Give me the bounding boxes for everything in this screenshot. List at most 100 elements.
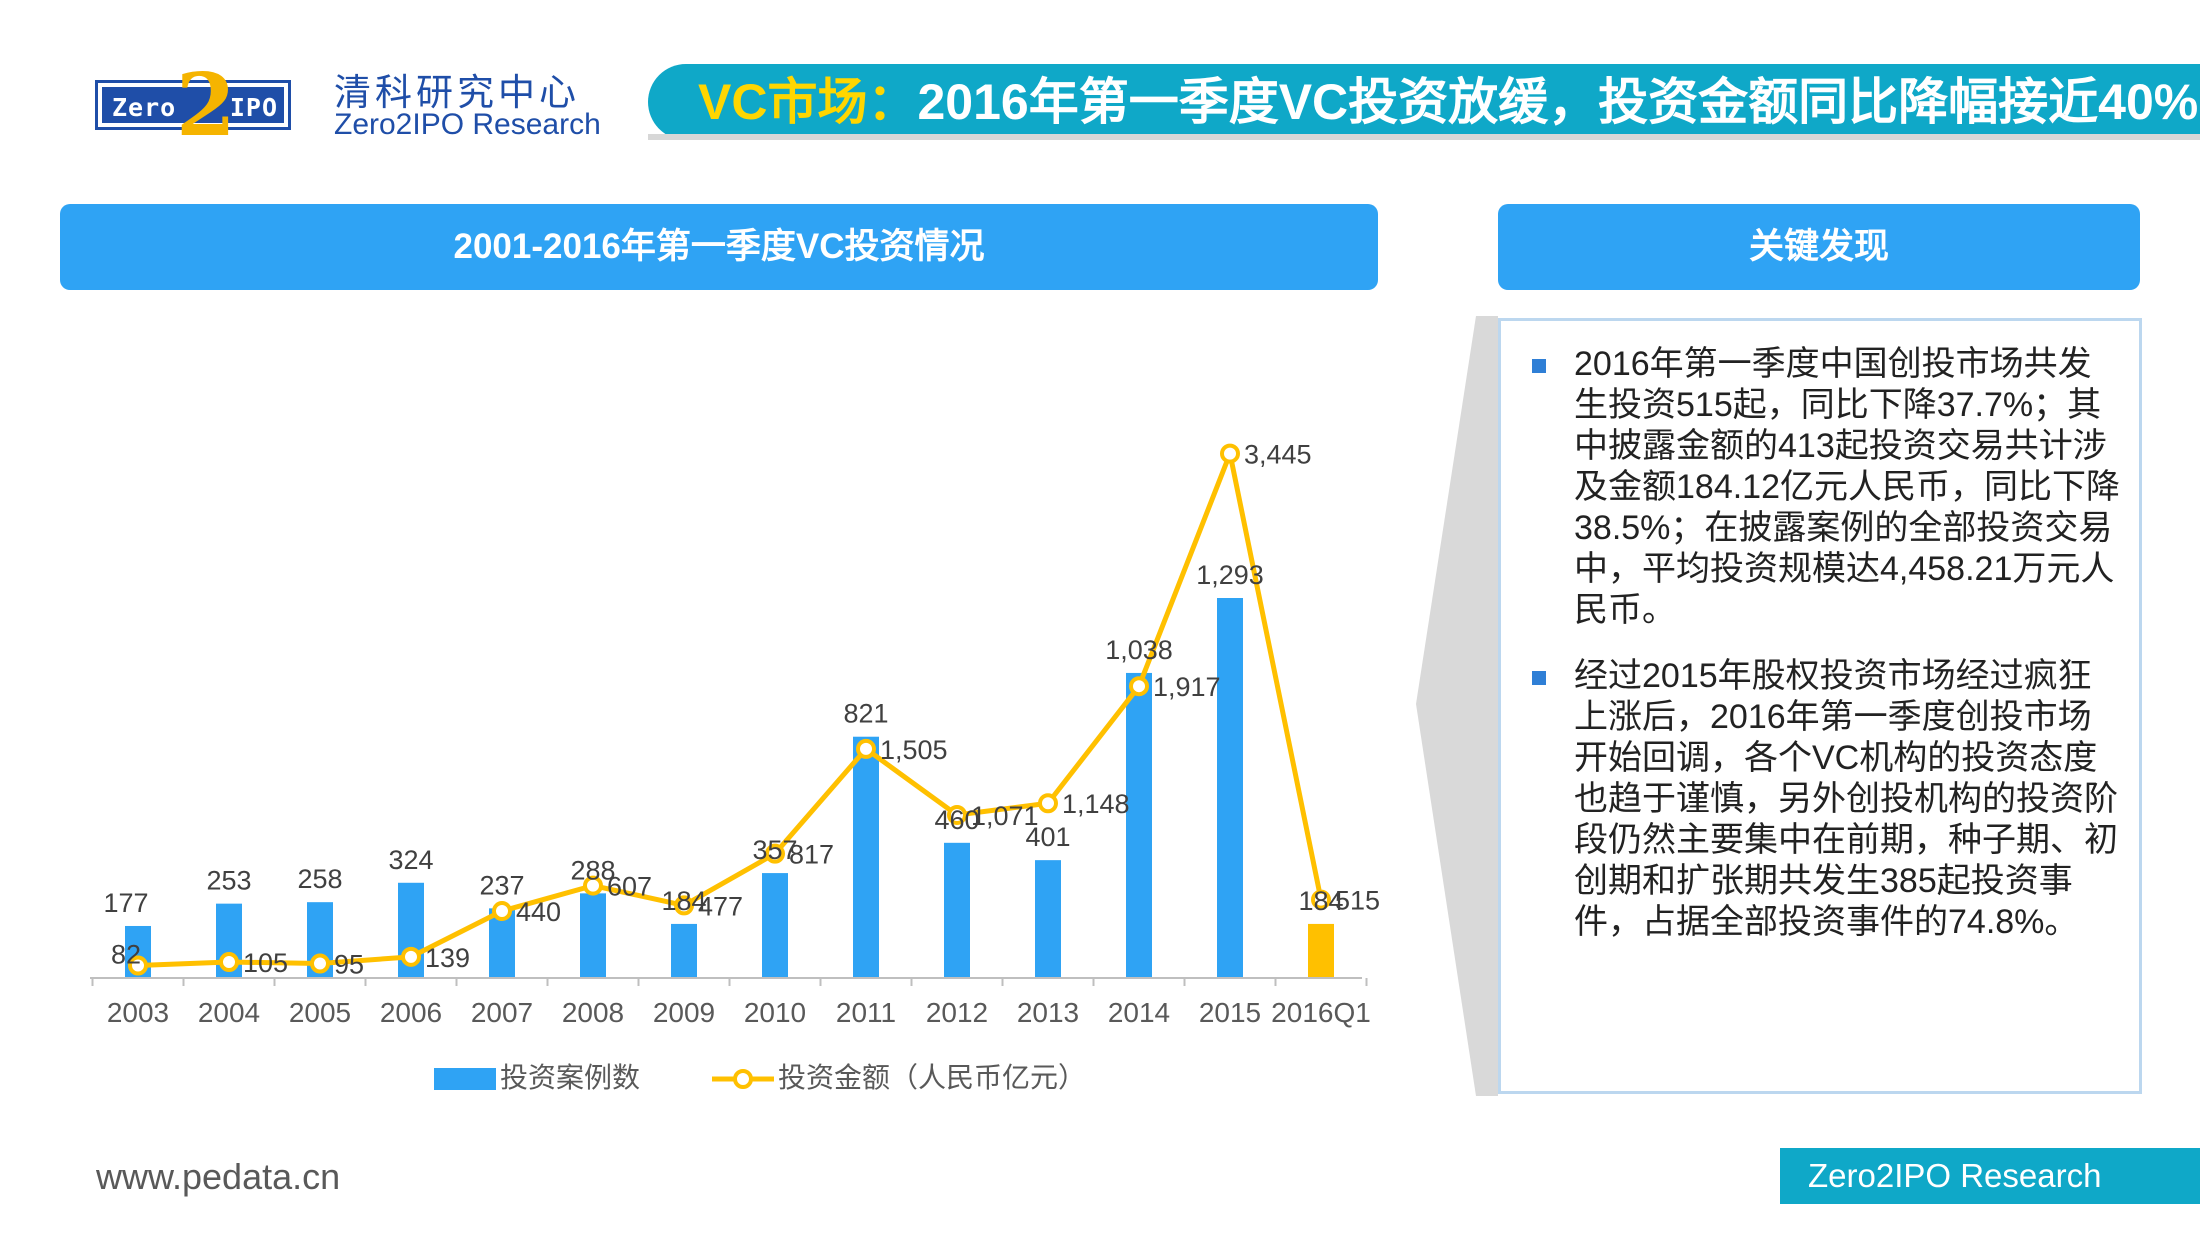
callout-pointer — [1416, 316, 1498, 1096]
bar-2013 — [1035, 860, 1061, 978]
line-value-label: 817 — [789, 840, 834, 870]
line-value-label: 1,071 — [971, 801, 1039, 831]
findings-box — [1498, 318, 2142, 1094]
website-url: www.pedata.cn — [96, 1156, 341, 1197]
bar-value-label: 460 — [934, 805, 979, 835]
bar-value-label: 253 — [206, 866, 251, 896]
logo-text-two: 2 — [176, 55, 236, 156]
amount-point-2009 — [674, 895, 694, 916]
line-value-label: 1,917 — [1153, 672, 1221, 702]
logo-text-ipo: IPO — [229, 93, 278, 122]
vc-investment-chart: 2003 2004 2005 2006 2007 2008 2009 2010 2011 2012… — [60, 310, 1380, 1110]
line-value-label: 515 — [1335, 886, 1380, 916]
amount-line — [137, 451, 1324, 969]
amount-point-2014 — [1129, 676, 1149, 697]
line-value-label: 139 — [425, 943, 470, 973]
line-layer — [128, 443, 1331, 976]
amount-point-2007 — [492, 901, 512, 922]
x-tick-label: 2013 — [1017, 997, 1079, 1028]
bar-value-label: 324 — [388, 845, 433, 875]
bar-value-label: 1,293 — [1196, 560, 1264, 590]
bar-2008 — [580, 893, 606, 978]
amount-point-2005 — [310, 953, 330, 974]
amount-point-2010 — [765, 843, 785, 864]
title-bar-shadow — [648, 134, 2200, 140]
x-tick-label: 2004 — [198, 997, 260, 1028]
amount-point-2013 — [1038, 793, 1058, 814]
amount-point-2008 — [583, 875, 603, 896]
amount-point-2015 — [1220, 443, 1240, 464]
amount-point-2016Q1 — [1311, 889, 1331, 910]
bar-2010 — [762, 873, 788, 978]
x-tick-label: 2012 — [926, 997, 988, 1028]
x-tick-label: 2006 — [380, 997, 442, 1028]
line-value-label: 440 — [516, 897, 561, 927]
line-value-label: 477 — [698, 891, 743, 921]
finding-item: 2016年第一季度中国创投市场共发生投资515起，同比下降37.7%；其中披露金… — [1532, 344, 2122, 631]
bar-value-label: 357 — [752, 835, 797, 865]
bar-value-label: 258 — [297, 864, 342, 894]
x-tick-label: 2003 — [107, 997, 169, 1028]
bullet-icon — [1532, 359, 1546, 373]
amount-point-2006 — [401, 946, 421, 967]
bar-2009 — [671, 923, 697, 978]
bar-value-label: 288 — [570, 855, 615, 885]
page-title-main: 2016年第一季度VC投资放缓，投资金额同比降幅接近40% — [917, 74, 2199, 130]
bar-value-label: 1,038 — [1105, 635, 1173, 665]
amount-point-2012 — [947, 804, 967, 825]
page-title-accent: VC市场： — [698, 74, 918, 130]
line-value-label: 105 — [243, 948, 288, 978]
bar-2011 — [853, 736, 879, 978]
bar-2012 — [944, 842, 970, 978]
bar-2015 — [1217, 598, 1243, 978]
amount-point-2003 — [128, 955, 148, 976]
amount-point-2011 — [856, 738, 876, 759]
title-bar — [648, 64, 2200, 140]
chart-section-heading: 2001-2016年第一季度VC投资情况 — [60, 204, 1378, 290]
org-name-cn: 清科研究中心 — [334, 71, 580, 114]
x-tick-label: 2014 — [1108, 997, 1170, 1028]
x-tick-label: 2011 — [836, 997, 896, 1028]
x-tick-label: 2010 — [744, 997, 806, 1028]
x-tick-label: 2016Q1 — [1271, 997, 1371, 1028]
bar-value-label: 184 — [661, 886, 706, 916]
chart-canvas: 2003 2004 2005 2006 2007 2008 2009 2010 2011 2012… — [90, 440, 1380, 1093]
finding-text: 经过2015年股权投资市场经过疯狂上涨后，2016年第一季度创投市场开始回调，各… — [1574, 657, 2118, 941]
logo-text-zero: Zero — [112, 93, 177, 122]
x-tick-label: 2007 — [471, 997, 533, 1028]
bar-2016Q1 — [1308, 923, 1334, 978]
line-value-label: 1,148 — [1062, 789, 1130, 819]
finding-item: 经过2015年股权投资市场经过疯狂上涨后，2016年第一季度创投市场开始回调，各… — [1532, 656, 2122, 943]
x-tick-label: 2015 — [1199, 997, 1261, 1028]
line-value-label: 82 — [111, 940, 141, 970]
footer-brand: Zero2IPO Research — [1780, 1148, 2200, 1204]
legend-line-label: 投资金额（人民币亿元） — [778, 1062, 1086, 1093]
bullet-icon — [1532, 671, 1546, 685]
page-title: VC市场：2016年第一季度VC投资放缓，投资金额同比降幅接近40% — [698, 70, 2198, 134]
line-value-label: 95 — [334, 950, 364, 980]
findings-section-heading: 关键发现 — [1498, 204, 2140, 290]
amount-point-2004 — [219, 952, 239, 973]
line-value-label: 3,445 — [1244, 440, 1312, 470]
legend-bar-swatch — [434, 1068, 496, 1090]
chart-legend: 投资案例数 投资金额（人民币亿元） — [434, 1062, 1086, 1093]
finding-text: 2016年第一季度中国创投市场共发生投资515起，同比下降37.7%；其中披露金… — [1574, 345, 2120, 629]
x-tick-label: 2008 — [562, 997, 624, 1028]
x-ticks-layer: 2003 2004 2005 2006 2007 2008 2009 2010 2011 2012… — [91, 978, 1371, 1028]
bar-value-label: 184 — [1298, 886, 1343, 916]
bar-value-label: 237 — [479, 870, 524, 900]
zero2ipo-logo: Zero IPO 2 — [95, 61, 291, 151]
x-tick-label: 2005 — [289, 997, 351, 1028]
legend-line-marker — [733, 1069, 753, 1089]
bar-value-label: 177 — [103, 888, 148, 918]
legend-bar-label: 投资案例数 — [500, 1062, 640, 1093]
callout-pointer-shape — [1416, 316, 1498, 1096]
x-tick-label: 2009 — [653, 997, 715, 1028]
line-value-label: 607 — [607, 872, 652, 902]
line-value-label: 1,505 — [880, 735, 948, 765]
bar-value-label: 401 — [1025, 822, 1070, 852]
org-name-en: Zero2IPO Research — [334, 108, 601, 141]
bar-2014 — [1126, 672, 1152, 978]
logo-background: Zero IPO — [102, 87, 284, 123]
bar-value-label: 821 — [843, 699, 888, 729]
